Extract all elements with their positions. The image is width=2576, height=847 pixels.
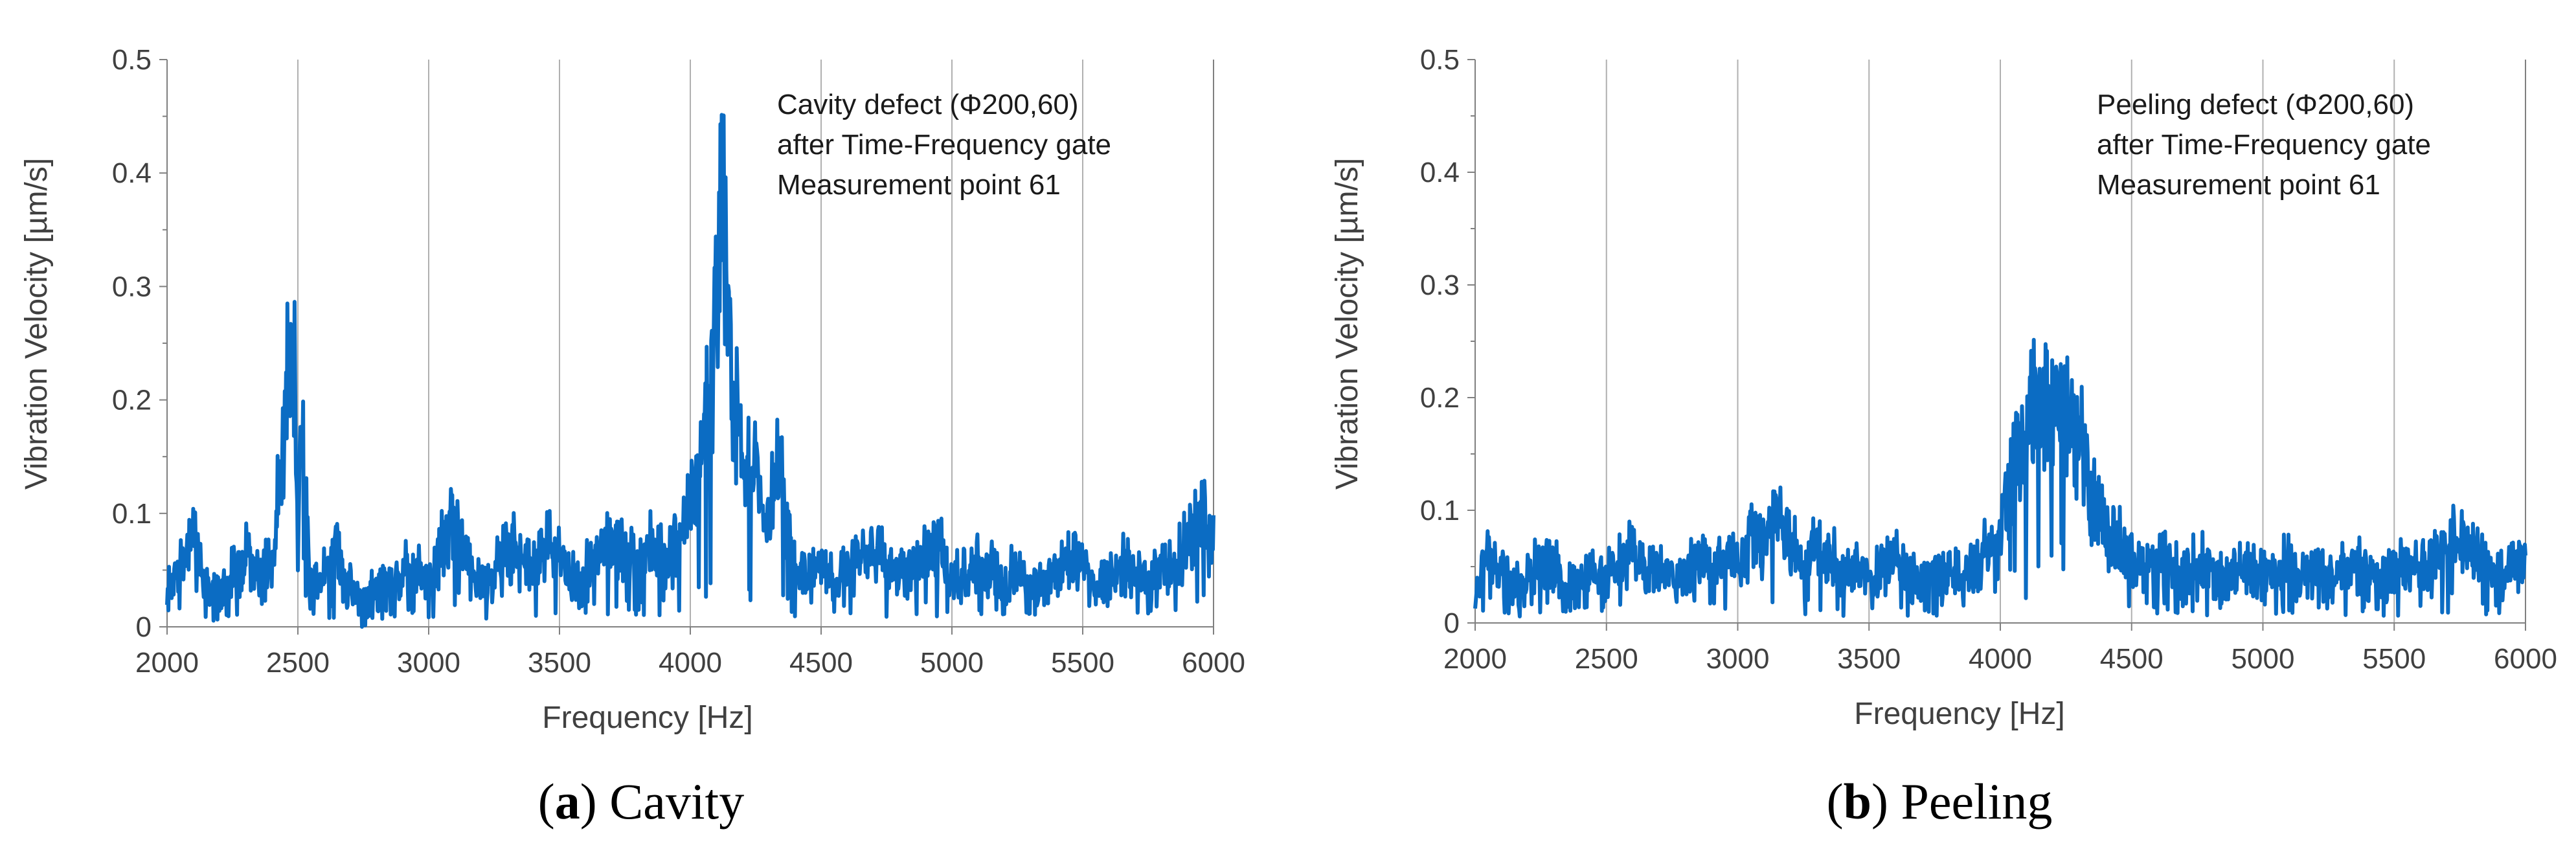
- x-tick-labels: 2000 2500 3000 3500 4000 4500 5000 5500 6000: [1443, 643, 2557, 675]
- x-tick-label: 3500: [528, 647, 591, 679]
- annotation-line-1: Cavity defect (Φ200,60): [777, 89, 1079, 120]
- x-axis-label: Frequency [Hz]: [1854, 697, 2064, 731]
- y-tick-label: 0.3: [1420, 269, 1460, 301]
- x-tick-label: 2500: [266, 647, 330, 679]
- x-tick-label: 2000: [1443, 643, 1507, 675]
- annotation-line-2: after Time-Frequency gate: [777, 129, 1111, 161]
- x-tick-labels: 2000 2500 3000 3500 4000 4500 5000 5500 6000: [135, 647, 1245, 679]
- y-tick-label: 0.3: [112, 271, 152, 302]
- x-tick-label: 4500: [789, 647, 853, 679]
- y-tick-label: 0.4: [112, 157, 152, 189]
- annotation-line-3: Measurement point 61: [2097, 169, 2380, 201]
- axis-frame: [166, 60, 1214, 627]
- x-tick-label: 5000: [2231, 643, 2295, 675]
- y-tick-label: 0.4: [1420, 157, 1460, 188]
- x-tick-label: 3500: [1837, 643, 1901, 675]
- y-tick-labels: 0 0.1 0.2 0.3 0.4 0.5: [1420, 44, 1460, 639]
- annotation-line-3: Measurement point 61: [777, 169, 1061, 201]
- x-tick-label: 5500: [2362, 643, 2426, 675]
- x-tick-label: 2000: [135, 647, 199, 679]
- x-tick-label: 5500: [1051, 647, 1114, 679]
- annotation-line-1: Peeling defect (Φ200,60): [2097, 89, 2414, 120]
- grid-lines: [297, 60, 1083, 627]
- x-tick-label: 3000: [397, 647, 460, 679]
- caption-letter: a: [555, 773, 580, 830]
- y-tick-label: 0.2: [112, 385, 152, 416]
- y-axis-label: Vibration Velocity [µm/s]: [1330, 158, 1364, 490]
- x-tick-label: 4500: [2100, 643, 2164, 675]
- spectrum-line: [165, 113, 1215, 629]
- x-tick-label: 3000: [1706, 643, 1770, 675]
- caption-text: Cavity: [609, 773, 744, 830]
- x-axis-label: Frequency [Hz]: [542, 701, 752, 735]
- x-tick-label: 5000: [920, 647, 984, 679]
- y-axis-label: Vibration Velocity [µm/s]: [19, 158, 54, 490]
- annotation-line-2: after Time-Frequency gate: [2097, 129, 2431, 161]
- axes: [159, 59, 1214, 635]
- chart-peeling: 2000 2500 3000 3500 4000 4500 5000 5500 6000 0 0.…: [1330, 44, 2557, 830]
- x-tick-label: 4000: [1969, 643, 2032, 675]
- x-tick-label: 4000: [659, 647, 722, 679]
- caption-cavity: (a) Cavity: [538, 773, 744, 830]
- series-group: [165, 113, 1215, 629]
- x-tick-label: 6000: [2494, 643, 2557, 675]
- y-tick-label: 0.5: [1420, 44, 1460, 76]
- y-tick-label: 0.5: [112, 44, 152, 76]
- caption-letter: b: [1844, 773, 1871, 830]
- caption-peeling: (b) Peeling: [1827, 773, 2053, 830]
- y-tick-label: 0.2: [1420, 382, 1460, 414]
- series-group: [1473, 337, 2527, 618]
- x-tick-label: 6000: [1182, 647, 1245, 679]
- chart-cavity: 2000 2500 3000 3500 4000 4500 5000 5500 6000 0 0.…: [19, 44, 1245, 830]
- y-tick-label: 0.1: [112, 498, 152, 530]
- y-tick-label: 0.1: [1420, 495, 1460, 526]
- axis-frame: [1474, 60, 2526, 624]
- y-tick-labels: 0 0.1 0.2 0.3 0.4 0.5: [112, 44, 152, 643]
- y-tick-label: 0: [136, 611, 152, 643]
- x-tick-label: 2500: [1575, 643, 1638, 675]
- spectrum-line: [1473, 337, 2527, 618]
- y-tick-label: 0: [1444, 607, 1460, 639]
- caption-text: Peeling: [1901, 773, 2052, 830]
- axes: [1467, 59, 2526, 631]
